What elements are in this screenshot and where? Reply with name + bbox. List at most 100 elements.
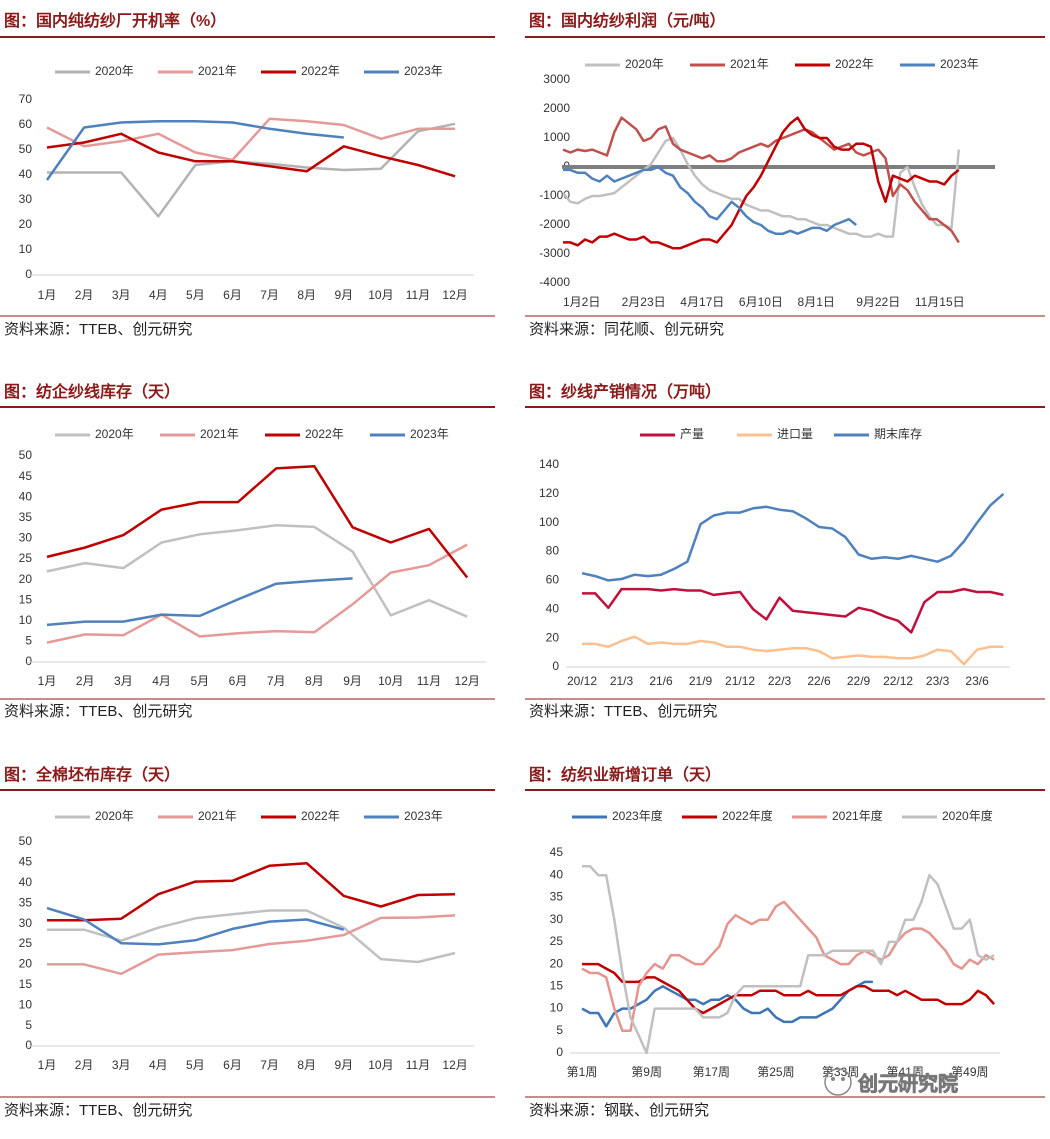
source-note: 资料来源：钢联、创元研究 [529, 1102, 709, 1119]
series-line [47, 914, 456, 976]
y-tick-label: 60 [546, 573, 560, 587]
x-tick-label: 8月 [297, 288, 316, 302]
y-tick-label: 3000 [543, 72, 570, 86]
legend-label: 2022年 [301, 809, 340, 823]
y-tick-label: 40 [19, 489, 33, 503]
x-tick-label: 1月 [38, 674, 57, 688]
x-tick-label: 第33周 [822, 1065, 859, 1079]
y-tick-label: 10 [19, 242, 33, 256]
x-tick-label: 2月 [76, 674, 95, 688]
chart-title: 图：国内纺纱利润（元/吨） [529, 11, 725, 30]
series-line [563, 165, 857, 235]
chart-title: 图：纺织业新增订单（天） [529, 765, 721, 784]
x-tick-label: 1月 [38, 288, 57, 302]
y-tick-label: 1000 [543, 130, 570, 144]
legend-label: 2020年 [95, 809, 134, 823]
y-tick-label: 60 [19, 117, 33, 131]
x-tick-label: 9月 [334, 288, 353, 302]
x-tick-label: 10月 [378, 674, 403, 688]
x-tick-label: 5月 [186, 288, 205, 302]
series-line [46, 543, 468, 644]
legend-label: 2020年度 [942, 808, 993, 823]
x-tick-label: 2月 [75, 1058, 94, 1072]
x-tick-label: 1月2日 [563, 295, 600, 309]
x-tick-label: 第1周 [567, 1065, 598, 1079]
y-tick-label: 20 [19, 957, 33, 971]
x-tick-label: 11月15日 [915, 295, 965, 309]
y-tick-label: 25 [550, 934, 564, 948]
x-tick-label: 22/3 [768, 674, 792, 688]
legend-label: 2021年度 [832, 808, 883, 823]
wechat-eye [841, 1077, 845, 1081]
legend-label: 进口量 [777, 427, 813, 441]
x-tick-label: 11月 [417, 674, 441, 688]
legend-label: 2023年 [940, 57, 979, 71]
series-line [562, 116, 960, 244]
y-tick-label: 10 [550, 1001, 564, 1015]
legend-label: 2023年 [404, 809, 443, 823]
y-tick-label: 15 [550, 979, 564, 993]
x-tick-label: 5月 [186, 1058, 205, 1072]
legend-label: 2020年 [625, 57, 664, 71]
y-tick-label: -2000 [539, 217, 570, 231]
x-tick-label: 22/6 [807, 674, 831, 688]
y-tick-label: 30 [19, 192, 33, 206]
y-tick-label: 35 [19, 895, 33, 909]
x-tick-label: 21/3 [610, 674, 634, 688]
x-tick-label: 23/3 [926, 674, 950, 688]
y-tick-label: 25 [19, 936, 33, 950]
x-tick-label: 6月 [223, 1058, 242, 1072]
x-tick-label: 3月 [114, 674, 133, 688]
x-tick-label: 6月 [223, 288, 242, 302]
x-tick-label: 22/9 [847, 674, 871, 688]
x-tick-label: 20/12 [567, 674, 597, 688]
y-tick-label: 50 [19, 448, 33, 462]
y-tick-label: 35 [550, 890, 564, 904]
x-tick-label: 4月17日 [680, 295, 724, 309]
x-tick-label: 12月 [455, 674, 480, 688]
y-tick-label: 15 [19, 592, 33, 606]
y-tick-label: 5 [25, 634, 32, 648]
source-note: 资料来源：TTEB、创元研究 [4, 703, 192, 720]
legend-label: 2022年 [305, 427, 344, 441]
y-tick-label: 35 [19, 510, 33, 524]
y-tick-label: 5 [556, 1023, 563, 1037]
x-tick-label: 5月 [190, 674, 209, 688]
series-line [46, 523, 468, 618]
legend-label: 2022年 [301, 64, 340, 78]
legend-label: 2020年 [95, 64, 134, 78]
x-tick-label: 11月 [406, 1058, 430, 1072]
series-line [46, 906, 345, 946]
y-tick-label: 120 [539, 486, 559, 500]
y-tick-label: 20 [546, 630, 560, 644]
legend-label: 2021年 [198, 809, 237, 823]
wechat-icon [824, 1068, 852, 1096]
x-tick-label: 第49周 [951, 1065, 988, 1079]
series-line [46, 577, 353, 627]
source-note: 资料来源：TTEB、创元研究 [529, 703, 717, 720]
x-tick-label: 6月 [229, 674, 248, 688]
y-tick-label: 140 [539, 457, 559, 471]
x-tick-label: 第17周 [693, 1065, 730, 1079]
legend-label: 期末库存 [874, 426, 922, 441]
x-tick-label: 21/12 [725, 674, 755, 688]
x-tick-label: 7月 [267, 674, 286, 688]
legend-label: 2023年度 [612, 808, 663, 823]
x-tick-label: 8月 [305, 674, 324, 688]
y-tick-label: 10 [19, 613, 33, 627]
legend-label: 2021年 [730, 57, 769, 71]
series-line [45, 120, 344, 181]
legend-label: 2022年 [835, 57, 874, 71]
x-tick-label: 7月 [260, 288, 279, 302]
y-tick-label: 45 [19, 469, 33, 483]
x-tick-label: 23/6 [965, 674, 989, 688]
x-tick-label: 3月 [112, 1058, 131, 1072]
x-tick-label: 21/6 [649, 674, 673, 688]
series-line [581, 900, 995, 1033]
x-tick-label: 2月 [75, 288, 94, 302]
x-tick-label: 22/12 [883, 674, 913, 688]
y-tick-label: 70 [19, 92, 33, 106]
source-note: 资料来源：TTEB、创元研究 [4, 321, 192, 338]
y-tick-label: 25 [19, 551, 33, 565]
